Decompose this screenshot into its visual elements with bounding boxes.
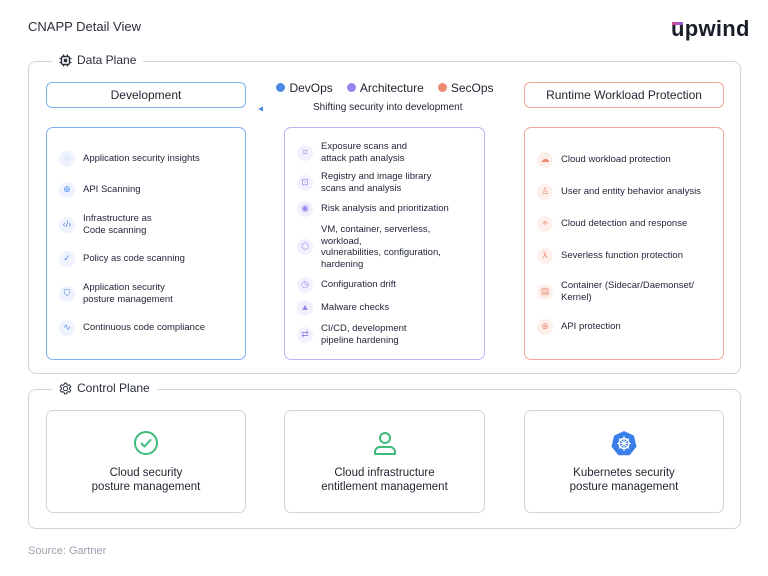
pulse-icon: ∿ bbox=[59, 320, 75, 336]
legend: DevOps Architecture SecOps bbox=[270, 81, 500, 95]
lambda-icon: λ bbox=[537, 248, 553, 264]
list-item-label: Registry and image library scans and ana… bbox=[321, 171, 432, 194]
kspm-card: Kubernetes security posture management bbox=[524, 410, 724, 513]
list-item: ⛉ Application security posture management bbox=[59, 282, 233, 305]
arrows-exchange-icon: ⇄ bbox=[297, 326, 313, 343]
architecture-column: ⌗ Exposure scans and attack path analysis… bbox=[284, 127, 485, 360]
control-plane-label: Control Plane bbox=[52, 381, 157, 395]
list-item-label: Cloud detection and response bbox=[561, 218, 688, 230]
list-item: ◷ Configuration drift bbox=[297, 277, 472, 293]
legend-dot-icon bbox=[346, 83, 356, 92]
list-item: λ Severless function protection bbox=[537, 248, 711, 264]
list-item: ☁ Cloud workload protection bbox=[537, 152, 711, 168]
list-item: ∿ Continuous code compliance bbox=[59, 320, 233, 336]
hexagon-icon: ⬡ bbox=[297, 239, 313, 255]
list-item-label: Policy as code scanning bbox=[83, 253, 185, 265]
globe-icon: ⊕ bbox=[59, 182, 75, 198]
list-item-label: CI/CD, development pipeline hardening bbox=[321, 323, 407, 346]
shift-label: Shifting security into development bbox=[308, 102, 468, 113]
scan-user-icon: ⌗ bbox=[297, 144, 313, 161]
control-plane-section bbox=[28, 389, 741, 529]
legend-label: Architecture bbox=[359, 81, 424, 95]
legend-label: DevOps bbox=[289, 81, 333, 95]
source-note: Source: Gartner bbox=[28, 545, 107, 557]
list-item-label: Malware checks bbox=[321, 302, 390, 314]
card-label: Cloud infrastructure entitlement managem… bbox=[321, 466, 448, 493]
user-icon: ♙ bbox=[537, 184, 553, 200]
list-item: ‹/› Infrastructure as Code scanning bbox=[59, 213, 233, 236]
crosshair-icon: ⌖ bbox=[537, 216, 553, 232]
cloud-icon: ☁ bbox=[537, 152, 553, 168]
kubernetes-icon bbox=[611, 430, 637, 455]
data-plane-section bbox=[28, 61, 741, 374]
data-plane-label: Data Plane bbox=[52, 53, 144, 67]
legend-label: SecOps bbox=[450, 81, 494, 95]
warning-icon: ▲ bbox=[297, 300, 313, 316]
list-item: ⊕ API Scanning bbox=[59, 182, 233, 198]
upwind-logo: upwind bbox=[671, 16, 750, 41]
list-item: ✓ Policy as code scanning bbox=[59, 251, 233, 267]
page-title: CNAPP Detail View bbox=[28, 19, 141, 34]
lightbulb-icon: ◌ bbox=[59, 151, 75, 167]
list-item: ⇄ CI/CD, development pipeline hardening bbox=[297, 323, 472, 346]
list-item: ⌖ Cloud detection and response bbox=[537, 216, 711, 232]
shield-check-icon: ⛉ bbox=[59, 285, 75, 302]
list-item-label: API Scanning bbox=[83, 184, 141, 196]
list-item-label: API protection bbox=[561, 321, 621, 333]
card-label: Cloud security posture management bbox=[91, 466, 201, 493]
container-icon: ▤ bbox=[537, 283, 553, 300]
list-item-label: Cloud workload protection bbox=[561, 154, 671, 166]
list-item: ▤ Container (Sidecar/Daemonset/ Kernel) bbox=[537, 280, 711, 303]
runtime-column: ☁ Cloud workload protection ♙ User and enti… bbox=[524, 127, 724, 360]
list-item-label: Configuration drift bbox=[321, 279, 396, 291]
legend-item: Architecture bbox=[346, 81, 424, 95]
clock-icon: ◷ bbox=[297, 277, 313, 293]
list-item-label: Exposure scans and attack path analysis bbox=[321, 141, 408, 164]
list-item-label: User and entity behavior analysis bbox=[561, 186, 701, 198]
cspm-card: Cloud security posture management bbox=[46, 410, 246, 513]
legend-dot-icon bbox=[276, 83, 286, 92]
list-item: ⊡ Registry and image library scans and an… bbox=[297, 171, 472, 194]
list-item: ▲ Malware checks bbox=[297, 300, 472, 316]
check-circle-icon bbox=[134, 430, 158, 455]
list-item: ◉ Risk analysis and prioritization bbox=[297, 201, 472, 217]
legend-dot-icon bbox=[437, 83, 447, 92]
ciem-card: Cloud infrastructure entitlement managem… bbox=[284, 410, 485, 513]
list-item-label: Severless function protection bbox=[561, 250, 683, 262]
runtime-header: Runtime Workload Protection bbox=[524, 82, 724, 108]
card-label: Kubernetes security posture management bbox=[569, 466, 679, 493]
list-item-label: Application security insights bbox=[83, 153, 200, 165]
user-icon bbox=[373, 431, 396, 455]
badge-check-icon: ✓ bbox=[59, 251, 75, 267]
legend-item: SecOps bbox=[437, 81, 494, 95]
legend-item: DevOps bbox=[276, 81, 333, 95]
gear-icon bbox=[59, 382, 72, 394]
chip-icon bbox=[59, 54, 72, 66]
list-item-label: Application security posture management bbox=[83, 282, 173, 305]
development-header: Development bbox=[46, 82, 246, 108]
list-item: ⊕ API protection bbox=[537, 319, 711, 335]
list-item-label: VM, container, serverless, workload, vul… bbox=[321, 224, 441, 270]
list-item-label: Risk analysis and prioritization bbox=[321, 203, 449, 215]
shield-dot-icon: ◉ bbox=[297, 201, 313, 217]
code-icon: ‹/› bbox=[59, 216, 75, 233]
scan-icon: ⊡ bbox=[297, 174, 313, 191]
list-item-label: Continuous code compliance bbox=[83, 322, 205, 334]
list-item: ◌ Application security insights bbox=[59, 151, 233, 167]
globe-icon: ⊕ bbox=[537, 319, 553, 335]
list-item: ♙ User and entity behavior analysis bbox=[537, 184, 711, 200]
list-item-label: Container (Sidecar/Daemonset/ Kernel) bbox=[561, 280, 695, 303]
list-item-label: Infrastructure as Code scanning bbox=[83, 213, 152, 236]
development-column: ◌ Application security insights ⊕ API Scann… bbox=[46, 127, 246, 360]
list-item: ⬡ VM, container, serverless, workload, vu… bbox=[297, 224, 472, 270]
list-item: ⌗ Exposure scans and attack path analysis bbox=[297, 141, 472, 164]
